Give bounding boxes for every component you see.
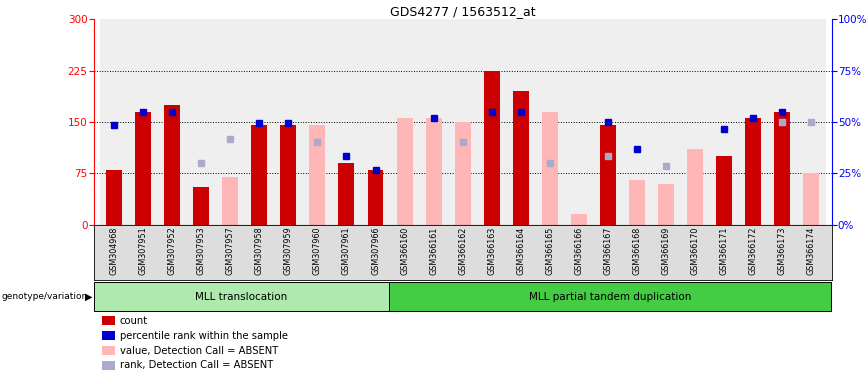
- Text: GSM366166: GSM366166: [575, 226, 583, 275]
- Text: GSM366173: GSM366173: [778, 226, 786, 275]
- Bar: [513, 132, 529, 225]
- Bar: [658, 184, 674, 225]
- Bar: [106, 170, 122, 225]
- Bar: [425, 119, 442, 225]
- Bar: [419, 19, 448, 225]
- Text: GSM307958: GSM307958: [255, 226, 264, 275]
- Bar: [652, 19, 681, 225]
- Bar: [477, 19, 506, 225]
- Bar: [309, 125, 326, 225]
- Bar: [506, 19, 536, 225]
- Text: percentile rank within the sample: percentile rank within the sample: [120, 331, 288, 341]
- Bar: [709, 19, 739, 225]
- Bar: [339, 163, 354, 225]
- Text: GSM304968: GSM304968: [109, 226, 119, 275]
- Bar: [187, 19, 216, 225]
- Bar: [361, 19, 390, 225]
- FancyBboxPatch shape: [94, 282, 389, 311]
- Text: GSM366169: GSM366169: [661, 226, 670, 275]
- Text: GSM366171: GSM366171: [720, 226, 728, 275]
- Title: GDS4277 / 1563512_at: GDS4277 / 1563512_at: [390, 5, 536, 18]
- Bar: [483, 71, 500, 225]
- Bar: [745, 119, 761, 225]
- Bar: [622, 19, 652, 225]
- Bar: [455, 122, 470, 225]
- Text: GSM366167: GSM366167: [603, 226, 613, 275]
- Text: count: count: [120, 316, 148, 326]
- Text: GSM366172: GSM366172: [748, 226, 758, 275]
- Bar: [397, 119, 412, 225]
- Text: GSM307957: GSM307957: [226, 226, 234, 275]
- Text: GSM366162: GSM366162: [458, 226, 467, 275]
- Bar: [158, 19, 187, 225]
- Text: GSM366165: GSM366165: [545, 226, 555, 275]
- Bar: [629, 180, 645, 225]
- Bar: [303, 19, 332, 225]
- Text: GSM366164: GSM366164: [516, 226, 525, 275]
- Bar: [164, 105, 181, 225]
- Text: rank, Detection Call = ABSENT: rank, Detection Call = ABSENT: [120, 361, 273, 371]
- Bar: [390, 19, 419, 225]
- Bar: [594, 19, 622, 225]
- Bar: [681, 19, 709, 225]
- Text: GSM366160: GSM366160: [400, 226, 409, 275]
- Bar: [739, 19, 767, 225]
- Bar: [716, 156, 732, 225]
- Bar: [448, 19, 477, 225]
- Bar: [252, 125, 267, 225]
- Bar: [716, 187, 732, 225]
- Bar: [332, 19, 361, 225]
- Bar: [367, 170, 384, 225]
- Bar: [222, 177, 238, 225]
- Bar: [194, 187, 209, 225]
- FancyBboxPatch shape: [389, 282, 832, 311]
- Bar: [128, 19, 158, 225]
- Text: GSM307953: GSM307953: [197, 226, 206, 275]
- Text: GSM307952: GSM307952: [168, 226, 177, 275]
- Bar: [367, 173, 384, 225]
- Bar: [536, 19, 564, 225]
- Text: GSM307959: GSM307959: [284, 226, 293, 275]
- Bar: [797, 19, 825, 225]
- Bar: [687, 149, 703, 225]
- Bar: [135, 112, 151, 225]
- Bar: [767, 19, 797, 225]
- Bar: [803, 173, 819, 225]
- Bar: [273, 19, 303, 225]
- Bar: [600, 125, 616, 225]
- Text: GSM307951: GSM307951: [139, 226, 148, 275]
- Bar: [100, 19, 128, 225]
- Text: GSM366161: GSM366161: [429, 226, 438, 275]
- Bar: [564, 19, 594, 225]
- Text: value, Detection Call = ABSENT: value, Detection Call = ABSENT: [120, 346, 278, 356]
- Text: GSM307960: GSM307960: [312, 226, 322, 275]
- Text: ▶: ▶: [85, 291, 93, 302]
- Bar: [216, 19, 245, 225]
- Bar: [513, 91, 529, 225]
- Bar: [571, 214, 587, 225]
- Text: GSM307961: GSM307961: [342, 226, 351, 275]
- Text: GSM366174: GSM366174: [806, 226, 816, 275]
- Text: MLL partial tandem duplication: MLL partial tandem duplication: [529, 291, 692, 302]
- Text: MLL translocation: MLL translocation: [195, 291, 287, 302]
- Text: GSM366163: GSM366163: [487, 226, 496, 275]
- Text: GSM366170: GSM366170: [691, 226, 700, 275]
- Text: genotype/variation: genotype/variation: [2, 292, 88, 301]
- Bar: [245, 19, 273, 225]
- Bar: [774, 112, 790, 225]
- Text: GSM307966: GSM307966: [371, 226, 380, 275]
- Bar: [542, 112, 558, 225]
- Text: GSM366168: GSM366168: [633, 226, 641, 275]
- Bar: [280, 125, 296, 225]
